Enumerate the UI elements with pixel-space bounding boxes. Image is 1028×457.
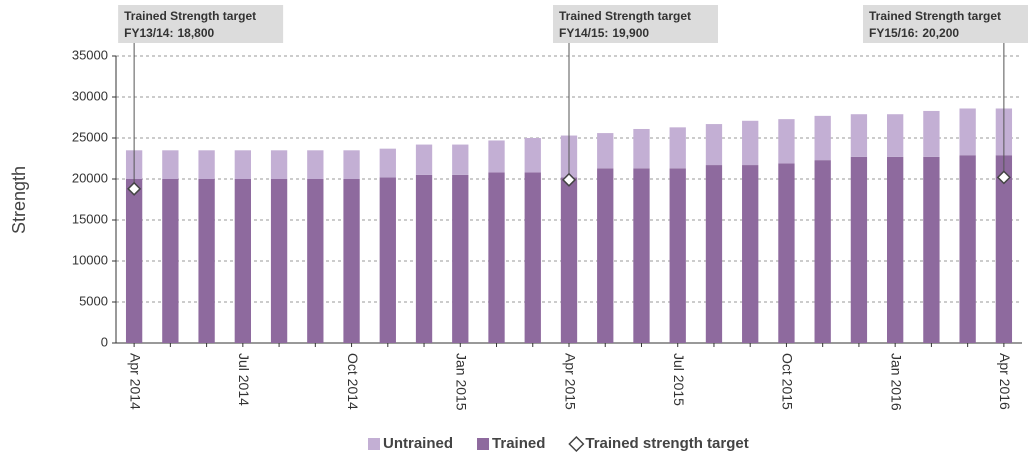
- annotation-box: [553, 5, 718, 43]
- bar-segment: [488, 140, 505, 173]
- y-tick-label: 0: [101, 334, 108, 349]
- annotation-box: [863, 5, 1028, 43]
- bar-segment: [705, 165, 723, 343]
- annotation-number: 20,200: [922, 26, 959, 40]
- annotation-box: [118, 5, 284, 43]
- x-tick-label: Jan 2016: [888, 353, 904, 411]
- bar-segment: [234, 179, 251, 343]
- annotation-title: Trained Strength target: [124, 9, 256, 23]
- bar-segment: [162, 179, 179, 343]
- legend-swatch: [477, 438, 490, 450]
- bar-segment: [524, 172, 541, 343]
- bar-segment: [307, 179, 324, 343]
- bar-segment: [597, 133, 614, 169]
- bar-segment: [850, 114, 868, 157]
- legend-label: Untrained: [383, 435, 453, 452]
- legend-label: Trained strength target: [585, 435, 748, 452]
- bar-segment: [850, 156, 868, 343]
- annotation-value: FY15/16: 20,200: [869, 26, 959, 40]
- bar-segment: [125, 179, 143, 343]
- bar-segment: [270, 179, 288, 343]
- bar-segment: [162, 150, 179, 179]
- bar-segment: [343, 150, 360, 179]
- x-tick-label: Apr 2014: [127, 353, 143, 410]
- bar-segment: [887, 156, 904, 343]
- bar-segment: [669, 127, 686, 169]
- y-tick-label: 20000: [72, 170, 108, 185]
- bar-segment: [415, 144, 433, 175]
- bar-segment: [270, 150, 288, 179]
- legend-swatch: [368, 438, 380, 450]
- annotation-value: FY13/14: 18,800: [124, 26, 214, 40]
- annotation-title: Trained Strength target: [869, 9, 1001, 23]
- bar-segment: [995, 155, 1013, 343]
- bar-segment: [452, 144, 469, 175]
- y-tick-label: 25000: [72, 129, 108, 144]
- bar-segment: [705, 124, 723, 166]
- x-tick-label: Jul 2014: [236, 353, 252, 406]
- bar-segment: [778, 119, 795, 164]
- bar-segment: [307, 150, 324, 179]
- x-tick-label: Oct 2015: [780, 353, 796, 410]
- bar-segment: [379, 148, 396, 178]
- x-tick-label: Apr 2015: [562, 353, 578, 410]
- annotation-title: Trained Strength target: [559, 9, 691, 23]
- x-tick-label: Apr 2016: [997, 353, 1013, 410]
- bar-segment: [923, 156, 940, 343]
- bar-segment: [742, 165, 759, 343]
- bar-segment: [198, 179, 215, 343]
- bar-segment: [488, 172, 505, 343]
- y-tick-label: 10000: [72, 252, 108, 267]
- bar-segment: [669, 168, 686, 343]
- bar-segment: [560, 177, 578, 343]
- annotation-period: FY14/15:: [559, 26, 608, 40]
- y-axis-label: Strength: [9, 166, 29, 234]
- bar-segment: [198, 150, 215, 179]
- bar-segment: [633, 168, 650, 343]
- bar-segment: [959, 155, 976, 343]
- legend-label: Trained: [492, 435, 545, 452]
- target-marker: [561, 172, 577, 187]
- target-marker: [996, 170, 1011, 185]
- annotation-period: FY15/16:: [869, 26, 918, 40]
- bar-segment: [778, 163, 795, 343]
- bar-segment: [452, 174, 469, 343]
- y-tick-label: 15000: [72, 211, 108, 226]
- x-tick-label: Jan 2015: [454, 353, 470, 411]
- legend-marker: [568, 435, 585, 453]
- bar-segment: [343, 179, 360, 343]
- bar-segment: [597, 168, 614, 343]
- bar-segment: [887, 114, 904, 157]
- bar-segment: [234, 150, 251, 179]
- annotation-number: 18,800: [177, 26, 214, 40]
- bar-segment: [959, 108, 976, 156]
- bar-segment: [415, 174, 433, 343]
- bar-segment: [814, 160, 831, 343]
- annotation-number: 19,900: [612, 26, 649, 40]
- annotation-period: FY13/14:: [124, 26, 173, 40]
- bar-segment: [379, 177, 396, 343]
- bar-segment: [524, 138, 541, 173]
- x-tick-label: Oct 2014: [345, 353, 361, 410]
- bar-segment: [633, 128, 650, 169]
- y-tick-label: 30000: [72, 88, 108, 103]
- bar-segment: [742, 120, 759, 166]
- target-marker: [127, 181, 142, 196]
- y-tick-label: 5000: [79, 293, 108, 308]
- bar-segment: [814, 115, 831, 161]
- bar-segment: [923, 110, 940, 157]
- x-tick-label: Jul 2015: [671, 353, 687, 406]
- y-tick-label: 35000: [72, 47, 108, 62]
- annotation-value: FY14/15: 19,900: [559, 26, 649, 40]
